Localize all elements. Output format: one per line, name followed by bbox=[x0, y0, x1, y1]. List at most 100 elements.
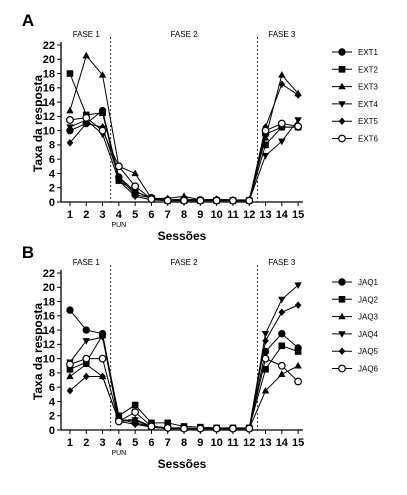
legend-marker bbox=[338, 331, 346, 338]
y-tick-label: 0 bbox=[49, 197, 55, 209]
data-point bbox=[114, 417, 123, 426]
data-point bbox=[261, 330, 270, 338]
legend-label: EXT2 bbox=[358, 65, 379, 74]
y-tick-label: 12 bbox=[43, 111, 55, 123]
legend-marker bbox=[338, 117, 346, 125]
x-tick-label: 7 bbox=[165, 437, 171, 449]
y-tick-label: 18 bbox=[43, 68, 55, 80]
data-point bbox=[66, 106, 74, 114]
phase-label: FASE 3 bbox=[268, 30, 296, 39]
data-point bbox=[262, 141, 269, 149]
phase-label: FASE 2 bbox=[170, 30, 198, 39]
legend-marker bbox=[338, 82, 346, 90]
x-tick-label: 5 bbox=[132, 437, 138, 449]
data-point bbox=[131, 182, 140, 191]
y-tick-label: 10 bbox=[43, 125, 55, 137]
data-point bbox=[114, 162, 123, 171]
x-tick-label: 2 bbox=[83, 437, 89, 449]
y-tick-label: 4 bbox=[49, 396, 56, 408]
data-point bbox=[66, 386, 74, 395]
y-tick-label: 0 bbox=[49, 425, 55, 437]
legend-marker bbox=[338, 364, 346, 373]
y-tick-label: 10 bbox=[43, 353, 55, 365]
legend-label: JAQ3 bbox=[358, 313, 379, 322]
data-point bbox=[294, 91, 302, 99]
y-tick-label: 14 bbox=[43, 97, 56, 109]
y-tick-label: 8 bbox=[49, 368, 55, 380]
data-point bbox=[66, 116, 74, 124]
data-point bbox=[164, 419, 172, 427]
data-point bbox=[245, 196, 254, 205]
y-tick-label: 6 bbox=[49, 382, 55, 394]
x-tick-label: 15 bbox=[292, 437, 304, 449]
data-point bbox=[131, 187, 139, 196]
x-tick-label: 7 bbox=[165, 209, 171, 221]
phase-label: FASE 1 bbox=[73, 30, 101, 39]
y-tick-label: 8 bbox=[49, 140, 55, 152]
x-tick-label: 6 bbox=[148, 437, 154, 449]
y-tick-label: 14 bbox=[43, 325, 56, 337]
data-point bbox=[294, 117, 302, 124]
data-point bbox=[294, 361, 302, 369]
y-tick-label: 2 bbox=[49, 411, 55, 423]
data-point bbox=[180, 196, 188, 205]
x-tick-label: 3 bbox=[99, 437, 105, 449]
data-point bbox=[66, 360, 74, 369]
data-point bbox=[82, 119, 90, 128]
legend-item: JAQ4 bbox=[332, 330, 379, 339]
legend-label: EXT6 bbox=[358, 135, 379, 144]
data-point bbox=[99, 109, 106, 117]
series-jaq2 bbox=[66, 331, 302, 432]
legend-label: EXT1 bbox=[358, 48, 379, 57]
x-tick-label: 2 bbox=[83, 209, 89, 221]
data-point bbox=[147, 195, 156, 204]
x-tick-label: 10 bbox=[211, 209, 223, 221]
data-point bbox=[66, 366, 74, 373]
x-tick-label: 11 bbox=[227, 209, 239, 221]
data-point bbox=[294, 348, 302, 355]
legend-label: EXT4 bbox=[358, 100, 379, 109]
legend-item: EXT4 bbox=[332, 100, 379, 109]
data-point bbox=[212, 196, 221, 205]
y-tick-label: 20 bbox=[43, 54, 55, 66]
data-point bbox=[98, 334, 107, 342]
x-tick-label: 10 bbox=[211, 437, 223, 449]
data-point bbox=[66, 372, 74, 380]
data-point bbox=[278, 329, 286, 338]
data-point bbox=[82, 51, 90, 59]
data-point bbox=[278, 308, 286, 317]
x-tick-label: 13 bbox=[259, 209, 271, 221]
data-point bbox=[66, 138, 74, 147]
data-point bbox=[196, 424, 205, 433]
data-point bbox=[229, 196, 237, 205]
y-tick-label: 4 bbox=[49, 168, 56, 180]
x-tick-sublabel: PUN bbox=[111, 222, 126, 229]
data-point bbox=[115, 412, 123, 420]
data-point bbox=[98, 71, 107, 78]
data-point bbox=[277, 361, 286, 370]
y-tick-label: 22 bbox=[43, 268, 55, 280]
data-point bbox=[98, 126, 107, 135]
x-tick-label: 13 bbox=[259, 437, 271, 449]
legend-item: EXT5 bbox=[332, 117, 379, 126]
x-axis-title: Sessões bbox=[158, 229, 207, 243]
data-point bbox=[262, 366, 269, 373]
legend-label: JAQ1 bbox=[358, 278, 379, 287]
data-point bbox=[278, 296, 286, 304]
y-axis-title: Taxa da resposta bbox=[31, 75, 45, 172]
data-point bbox=[131, 420, 139, 429]
series-ext6 bbox=[66, 113, 303, 205]
legend-item: JAQ2 bbox=[332, 295, 379, 304]
data-point bbox=[131, 169, 139, 177]
legend-label: JAQ5 bbox=[358, 347, 379, 356]
data-point bbox=[278, 370, 286, 378]
x-tick-label: 4 bbox=[116, 209, 123, 221]
legend-item: JAQ1 bbox=[332, 278, 379, 287]
data-point bbox=[82, 338, 90, 345]
legend-marker bbox=[338, 347, 346, 355]
x-tick-label: 5 bbox=[132, 209, 138, 221]
legend-label: EXT3 bbox=[358, 83, 379, 92]
data-point bbox=[278, 80, 286, 89]
data-point bbox=[180, 424, 188, 433]
